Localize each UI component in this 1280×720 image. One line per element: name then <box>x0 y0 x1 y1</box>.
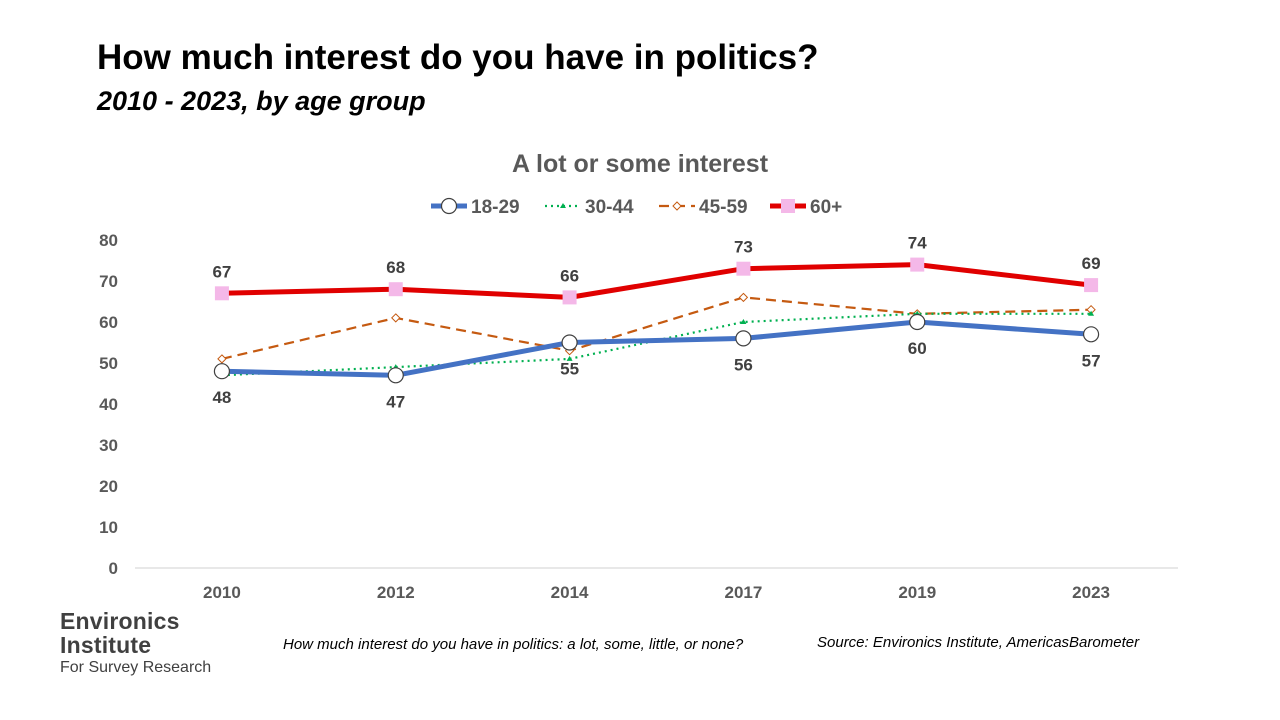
point-18-29 <box>1082 326 1100 343</box>
y-tick-label: 80 <box>99 231 118 250</box>
logo-line-3: For Survey Research <box>60 659 212 676</box>
data-label-18-29: 48 <box>212 388 231 407</box>
y-tick-label: 20 <box>99 477 118 496</box>
y-tick-label: 40 <box>99 395 118 414</box>
x-tick-label: 2010 <box>203 583 241 602</box>
y-tick-label: 50 <box>99 354 118 373</box>
data-label-18-29: 55 <box>560 360 579 379</box>
point-18-29 <box>387 367 404 384</box>
point-30-44 <box>740 319 747 324</box>
x-tick-label: 2019 <box>898 583 936 602</box>
series-line-30-44 <box>221 312 1092 377</box>
data-label-60+: 67 <box>212 262 231 281</box>
environics-logo: Environics Institute For Survey Research <box>60 610 211 676</box>
data-label-18-29: 60 <box>908 339 927 358</box>
chart-title: A lot or some interest <box>512 150 769 178</box>
legend-item-60+: 60+ <box>770 197 842 218</box>
point-60+ <box>562 290 577 305</box>
point-18-29 <box>909 313 926 331</box>
page-subtitle: 2010 - 2023, by age group <box>97 86 426 116</box>
legend-label: 45-59 <box>699 197 748 218</box>
x-tick-label: 2023 <box>1072 583 1110 602</box>
x-tick-label: 2014 <box>551 583 589 602</box>
point-18-29 <box>735 330 752 347</box>
point-18-29 <box>561 334 578 351</box>
logo-line-2: Institute <box>60 632 152 658</box>
chart-data-labels: 48 47 55 56 60 57 67 68 66 73 74 69 <box>212 234 1100 412</box>
data-label-18-29: 56 <box>734 355 753 374</box>
chart-legend: 18-29 30-44 45-59 60+ <box>431 197 842 218</box>
series-line-60+ <box>221 262 1092 300</box>
series-line-18-29 <box>221 319 1092 378</box>
data-label-18-29: 57 <box>1082 351 1101 370</box>
series-line-45-59 <box>221 296 1092 360</box>
logo-line-1: Environics <box>60 608 180 634</box>
page-title: How much interest do you have in politic… <box>97 38 819 77</box>
legend-marker <box>672 201 682 211</box>
point-45-59 <box>738 292 749 303</box>
point-45-59 <box>217 354 227 364</box>
chart-axes: 0 10 20 30 40 50 60 70 80 2010 2012 2014 2017 2019 202… <box>99 231 1178 602</box>
legend-item-45-59: 45-59 <box>659 197 748 218</box>
point-60+ <box>910 257 925 272</box>
data-label-60+: 73 <box>734 238 753 257</box>
question-note: How much interest do you have in politic… <box>283 636 744 653</box>
series-30-44 <box>218 310 1095 378</box>
x-tick-label: 2012 <box>377 583 415 602</box>
data-label-60+: 68 <box>386 258 405 277</box>
x-tick-label: 2017 <box>725 583 763 602</box>
y-tick-label: 30 <box>99 436 118 455</box>
data-label-60+: 66 <box>560 266 579 285</box>
point-30-44 <box>1088 310 1095 316</box>
point-60+ <box>736 261 751 276</box>
series-45-59 <box>217 292 1096 364</box>
legend-label: 18-29 <box>471 197 520 218</box>
point-30-44 <box>566 355 573 361</box>
point-60+ <box>1084 278 1099 293</box>
point-60+ <box>388 282 403 297</box>
series-60+ <box>214 257 1099 305</box>
legend-label: 30-44 <box>585 197 634 218</box>
data-label-60+: 74 <box>908 234 927 253</box>
y-tick-label: 0 <box>109 559 118 578</box>
point-60+ <box>214 286 229 301</box>
y-tick-label: 10 <box>99 518 118 537</box>
legend-item-30-44: 30-44 <box>545 197 634 218</box>
source-note: Source: Environics Institute, AmericasBa… <box>817 634 1140 651</box>
legend-item-18-29: 18-29 <box>431 197 520 218</box>
data-label-60+: 69 <box>1082 254 1101 273</box>
legend-label: 60+ <box>810 197 842 218</box>
y-tick-label: 70 <box>99 272 118 291</box>
point-45-59 <box>391 313 401 323</box>
legend-marker <box>781 199 795 213</box>
legend-marker <box>560 203 566 208</box>
series-18-29 <box>213 313 1100 384</box>
legend-marker <box>440 197 458 215</box>
data-label-18-29: 47 <box>386 392 405 411</box>
y-tick-label: 60 <box>99 313 118 332</box>
point-18-29 <box>213 363 231 380</box>
chart-series <box>213 257 1100 384</box>
